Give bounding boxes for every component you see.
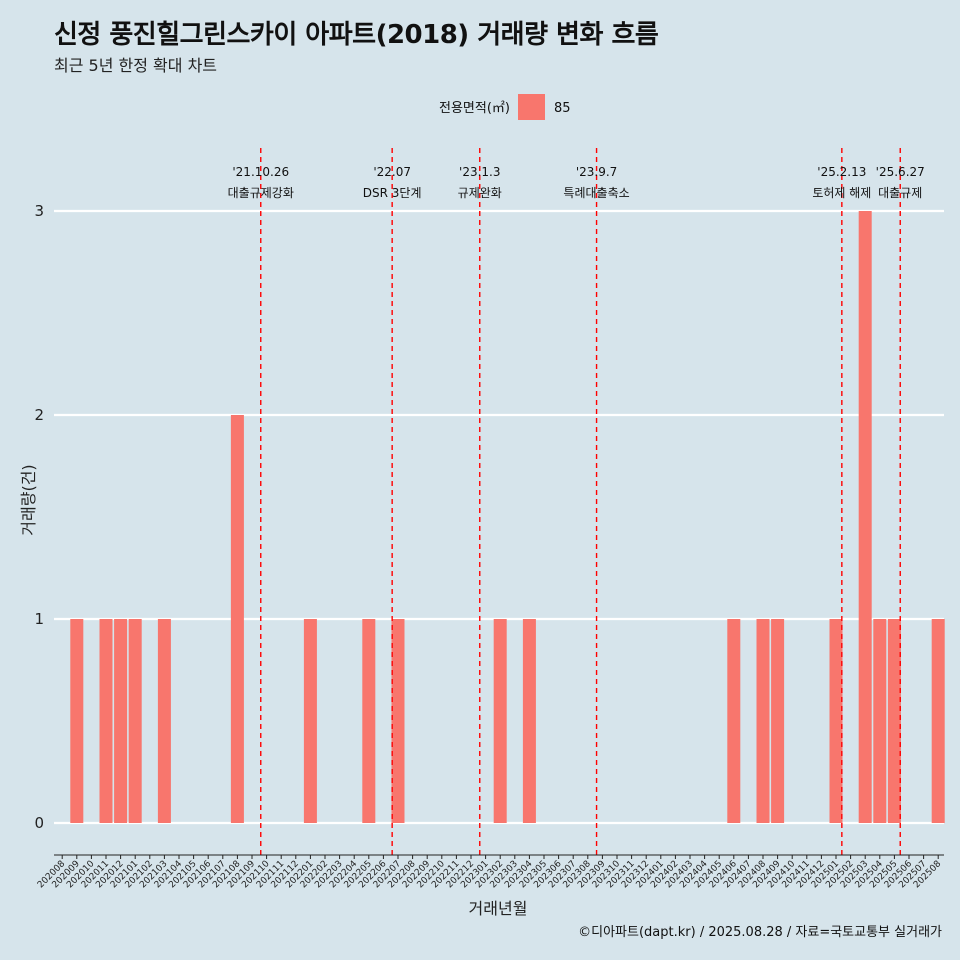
bar-202503 <box>858 211 872 823</box>
y-axis-title: 거래량(건) <box>19 464 38 535</box>
bar-202009 <box>70 619 84 823</box>
bar-202205 <box>362 619 376 823</box>
bar-202012 <box>114 619 128 823</box>
bar-202108 <box>230 415 244 823</box>
bar-202207 <box>391 619 405 823</box>
bar-202304 <box>522 619 536 823</box>
y-tick-label: 2 <box>34 406 44 424</box>
bar-202504 <box>873 619 887 823</box>
bar-202508 <box>931 619 945 823</box>
event-date-label: '23.1.3 <box>459 165 500 179</box>
bar-202409 <box>771 619 785 823</box>
bar-202501 <box>829 619 843 823</box>
legend-entry: 85 <box>554 101 571 116</box>
bar-series <box>70 211 945 823</box>
legend-title: 전용면적(㎡) <box>439 101 510 116</box>
bar-202011 <box>99 619 113 823</box>
legend-swatch <box>518 94 545 120</box>
event-text-label: 대출규제 <box>878 186 922 200</box>
bar-202103 <box>157 619 171 823</box>
event-date-label: '21.10.26 <box>232 165 289 179</box>
y-tick-label: 0 <box>34 814 44 832</box>
event-date-label: '25.6.27 <box>876 165 925 179</box>
bar-202406 <box>727 619 741 823</box>
event-text-label: 특례대출축소 <box>563 186 629 200</box>
y-tick-label: 3 <box>34 202 44 220</box>
y-axis: 0 1 2 3 <box>34 202 44 832</box>
bar-202201 <box>303 619 317 823</box>
event-date-label: '23.9.7 <box>576 165 617 179</box>
bar-202408 <box>756 619 770 823</box>
bar-202302 <box>493 619 507 823</box>
source-caption: ©디아파트(dapt.kr) / 2025.08.28 / 자료=국토교통부 실… <box>578 925 942 940</box>
bar-202505 <box>887 619 901 823</box>
event-text-label: 대출규제강화 <box>228 186 294 200</box>
x-axis-title: 거래년월 <box>469 899 528 918</box>
legend: 전용면적(㎡) 85 <box>439 94 571 120</box>
event-lines: '21.10.26 대출규제강화 '22.07 DSR 3단계 '23.1.3 규제완화 '… <box>228 148 925 855</box>
x-axis: 2020082020092020102020112020122021012021… <box>36 854 944 890</box>
bar-202101 <box>128 619 142 823</box>
event-text-label: 토허제 해제 <box>812 186 871 200</box>
event-date-label: '22.07 <box>373 165 411 179</box>
y-tick-label: 1 <box>34 610 44 628</box>
event-text-label: DSR 3단계 <box>363 186 422 200</box>
event-text-label: 규제완화 <box>458 186 502 200</box>
event-date-label: '25.2.13 <box>817 165 866 179</box>
chart-title: 신정 풍진힐그린스카이 아파트(2018) 거래량 변화 흐름 <box>54 20 659 50</box>
chart-subtitle: 최근 5년 한정 확대 차트 <box>54 56 218 75</box>
